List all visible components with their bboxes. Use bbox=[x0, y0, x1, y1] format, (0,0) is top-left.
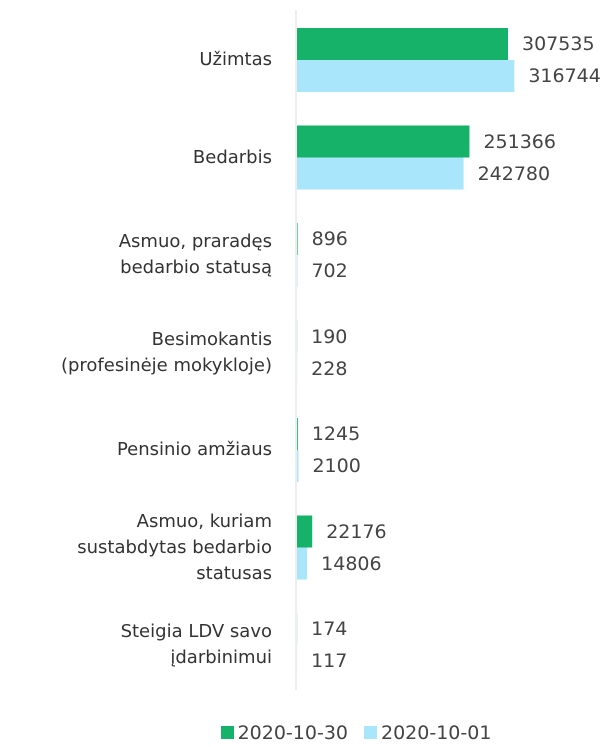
legend: 2020-10-30 2020-10-01 bbox=[0, 722, 602, 744]
legend-item: 2020-10-01 bbox=[364, 722, 491, 744]
category-label: Bedarbis bbox=[192, 146, 272, 168]
data-label: 2100 bbox=[312, 455, 361, 477]
data-label: 316744 bbox=[528, 65, 601, 87]
data-label: 190 bbox=[311, 325, 348, 348]
bar bbox=[297, 418, 298, 450]
data-label: 1245 bbox=[311, 423, 361, 445]
data-label: 307535 bbox=[522, 33, 595, 55]
category-label: Besimokantis (profesinėje mokykloje) bbox=[60, 328, 272, 376]
category-label: Steigia LDV savo įdarbinimui bbox=[120, 621, 272, 668]
bar bbox=[297, 60, 515, 92]
bar bbox=[297, 547, 308, 580]
legend-swatch bbox=[364, 726, 377, 739]
category-label: Asmuo, kuriam sustabdytas bedarbio statu… bbox=[77, 510, 272, 584]
bar bbox=[297, 157, 464, 190]
legend-label: 2020-10-30 bbox=[237, 722, 348, 744]
data-label: 174 bbox=[311, 618, 348, 640]
data-label: 242780 bbox=[477, 162, 551, 185]
bar bbox=[297, 125, 470, 158]
bar bbox=[297, 515, 313, 548]
data-label: 14806 bbox=[321, 552, 382, 575]
data-label: 117 bbox=[311, 650, 348, 672]
category-label: Užimtas bbox=[199, 49, 272, 70]
legend-swatch bbox=[220, 726, 234, 739]
category-label: Pensinio amžiaus bbox=[116, 439, 272, 460]
data-label: 22176 bbox=[326, 520, 387, 543]
bar bbox=[297, 28, 508, 60]
bar bbox=[297, 223, 298, 255]
legend-label: 2020-10-01 bbox=[381, 722, 492, 744]
data-label: 896 bbox=[311, 228, 348, 250]
data-label: 251366 bbox=[483, 130, 556, 153]
category-label: Asmuo, praradęs bedarbio statusą bbox=[118, 231, 272, 278]
bar bbox=[297, 450, 299, 482]
legend-item: 2020-10-30 bbox=[220, 722, 348, 744]
data-label: 228 bbox=[311, 357, 348, 380]
data-label: 702 bbox=[311, 260, 348, 282]
